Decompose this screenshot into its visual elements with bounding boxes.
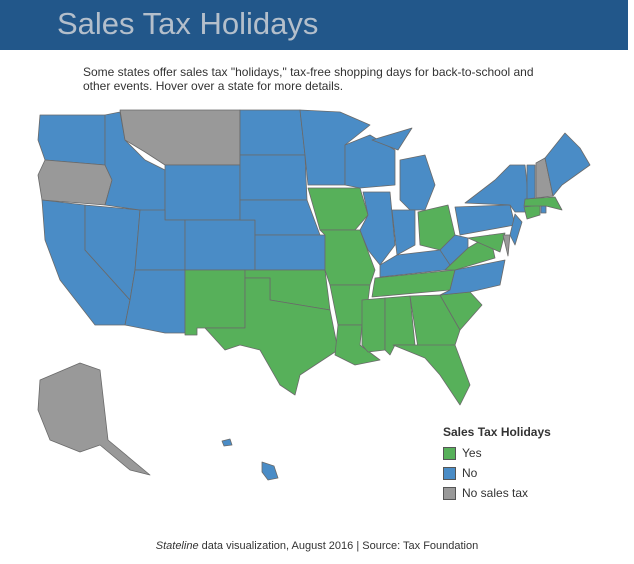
state-md[interactable]	[467, 232, 506, 253]
state-ny[interactable]	[464, 164, 531, 213]
header-bar: Sales Tax Holidays	[0, 0, 628, 50]
state-tx[interactable]	[204, 277, 339, 396]
state-nd[interactable]	[239, 109, 306, 156]
legend-item-no-sales-tax[interactable]: No sales tax	[443, 483, 551, 503]
legend-label: No	[462, 466, 478, 480]
state-me[interactable]	[544, 132, 591, 197]
state-in[interactable]	[391, 209, 416, 256]
state-ia[interactable]	[307, 187, 369, 231]
state-nj[interactable]	[509, 213, 523, 246]
state-wv[interactable]	[439, 234, 469, 266]
state-ms[interactable]	[361, 297, 386, 353]
state-ak[interactable]	[37, 362, 151, 476]
state-ks[interactable]	[254, 234, 326, 271]
state-miu[interactable]	[371, 127, 413, 151]
state-nm[interactable]	[184, 269, 246, 336]
state-il[interactable]	[359, 191, 396, 266]
footer-source: data visualization, August 2016 | Source…	[198, 540, 479, 552]
state-wi[interactable]	[344, 134, 396, 189]
page-title: Sales Tax Holidays	[57, 6, 319, 41]
footer-publication: Stateline	[155, 540, 199, 552]
state-fl[interactable]	[392, 344, 471, 406]
state-or[interactable]	[37, 159, 113, 206]
legend-label: Yes	[462, 446, 482, 460]
state-pa[interactable]	[454, 204, 516, 236]
state-ct[interactable]	[523, 204, 541, 220]
legend-swatch-none	[443, 486, 456, 500]
state-vt[interactable]	[526, 164, 536, 200]
state-hi[interactable]	[221, 438, 233, 447]
intro-text: Some states offer sales tax "holidays," …	[83, 65, 534, 93]
state-co[interactable]	[184, 219, 256, 271]
state-az[interactable]	[124, 269, 186, 334]
state-wa[interactable]	[37, 114, 106, 166]
legend-swatch-yes	[443, 446, 456, 460]
state-ri[interactable]	[540, 205, 547, 214]
legend-swatch-no	[443, 466, 456, 480]
legend: Sales Tax Holidays Yes No No sales tax	[443, 425, 551, 503]
legend-item-no[interactable]: No	[443, 463, 551, 483]
state-sd[interactable]	[239, 154, 308, 201]
state-hi2[interactable]	[261, 461, 279, 481]
state-mi[interactable]	[399, 154, 436, 211]
legend-title: Sales Tax Holidays	[443, 425, 551, 439]
state-de[interactable]	[502, 234, 511, 257]
legend-item-yes[interactable]: Yes	[443, 443, 551, 463]
source-footer: Stateline data visualization, August 201…	[0, 540, 634, 552]
state-wy[interactable]	[164, 164, 241, 221]
state-ma[interactable]	[523, 196, 563, 211]
legend-label: No sales tax	[462, 486, 529, 500]
